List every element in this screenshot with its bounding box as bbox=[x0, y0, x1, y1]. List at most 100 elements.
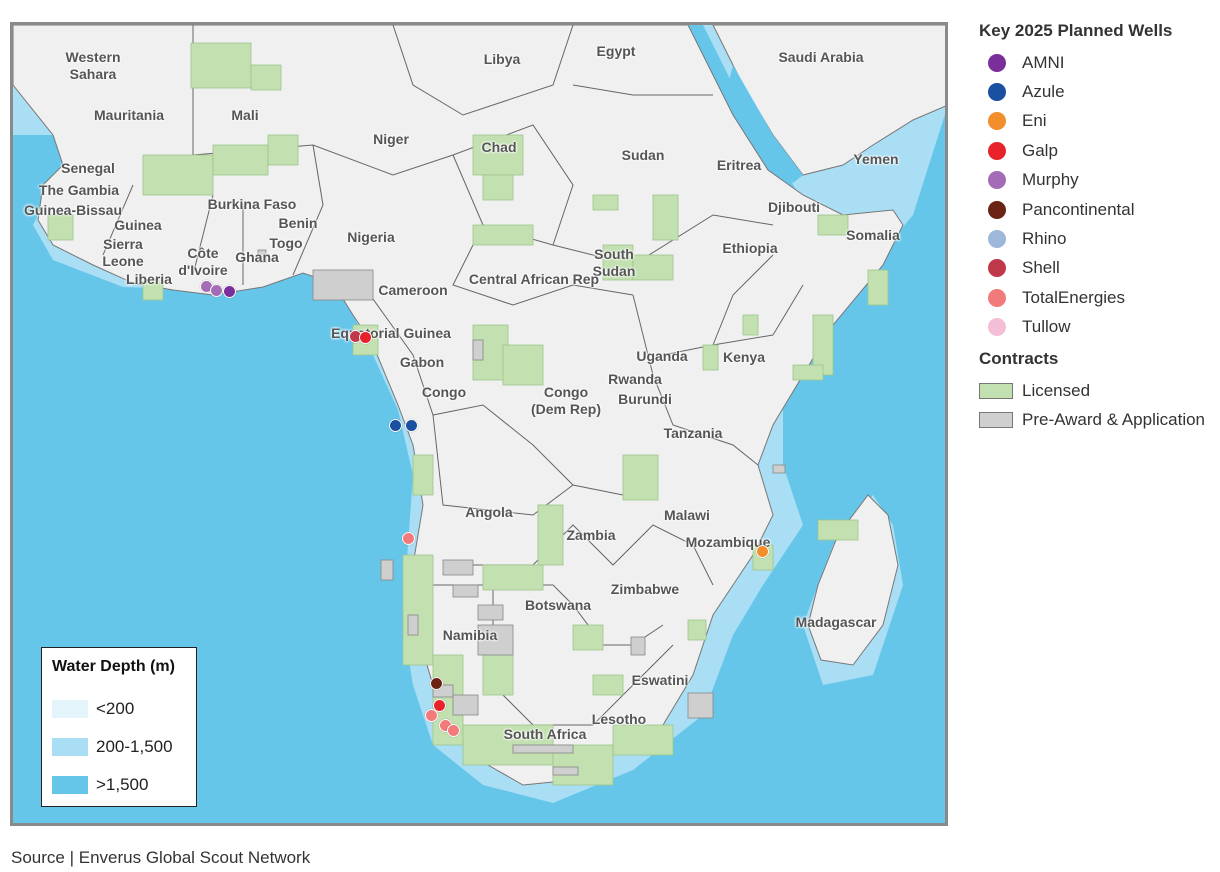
country-label-central-african-rep: Central African Rep bbox=[468, 271, 600, 287]
legend-dot-icon bbox=[988, 112, 1006, 131]
depth-swatch bbox=[52, 700, 88, 718]
country-label-saudi-arabia: Saudi Arabia bbox=[778, 49, 864, 65]
wells-legend-label: AMNI bbox=[1022, 52, 1065, 72]
map: Western Sahara Mauritania Mali Libya Egypt Sa… bbox=[10, 22, 948, 826]
well-marker-totalenergies bbox=[402, 532, 415, 545]
country-label-chad: Chad bbox=[481, 139, 517, 155]
country-label-guinea-bissau: Guinea-Bissau bbox=[23, 202, 123, 218]
map-canvas bbox=[13, 25, 945, 803]
depth-swatch bbox=[52, 776, 88, 794]
country-label-tanzania: Tanzania bbox=[663, 425, 723, 441]
country-label-lesotho: Lesotho bbox=[591, 711, 647, 727]
country-label-burundi: Burundi bbox=[618, 391, 672, 407]
wells-legend-label: TotalEnergies bbox=[1022, 287, 1126, 307]
well-marker-murphy bbox=[210, 284, 223, 297]
pre-award-blocks bbox=[257, 249, 786, 776]
contracts-legend-item: Licensed bbox=[979, 376, 1219, 405]
wells-legend-items: AMNI Azule Eni Galp Murphy Pancontinental Rhin… bbox=[979, 48, 1219, 342]
legend-dot-icon bbox=[988, 230, 1006, 249]
country-label-angola: Angola bbox=[465, 504, 513, 520]
country-label-sudan: Sudan bbox=[621, 147, 665, 163]
depth-swatch bbox=[52, 738, 88, 756]
country-label-sierra-leone: Sierra Leone bbox=[102, 236, 144, 269]
country-label-mozambique: Mozambique bbox=[685, 534, 771, 550]
country-label-cameroon: Cameroon bbox=[378, 282, 448, 298]
wells-legend-item: Murphy bbox=[979, 166, 1219, 195]
country-label-south-sudan: South Sudan bbox=[592, 246, 636, 279]
wells-legend-item: Rhino bbox=[979, 224, 1219, 253]
country-label-burkina-faso: Burkina Faso bbox=[207, 196, 297, 212]
country-label-rwanda: Rwanda bbox=[608, 371, 662, 387]
well-marker-eni bbox=[756, 545, 769, 558]
contracts-legend-items: Licensed Pre-Award & Application bbox=[979, 376, 1219, 435]
country-label-djibouti: Djibouti bbox=[767, 199, 821, 215]
country-label-cote-divoire: Côte d'Ivoire bbox=[178, 245, 228, 278]
depth-label: <200 bbox=[96, 699, 135, 718]
wells-legend-label: Shell bbox=[1022, 258, 1060, 278]
contracts-legend-label: Licensed bbox=[1022, 380, 1091, 400]
wells-legend-item: Pancontinental bbox=[979, 195, 1219, 224]
water-depth-legend-title: Water Depth (m) bbox=[52, 658, 175, 675]
country-label-zambia: Zambia bbox=[566, 527, 616, 543]
country-label-south-africa: South Africa bbox=[503, 726, 587, 742]
country-label-the-gambia: The Gambia bbox=[38, 182, 120, 198]
country-label-benin: Benin bbox=[278, 215, 318, 231]
legend-swatch-icon bbox=[979, 382, 1013, 399]
depth-label: 200-1,500 bbox=[96, 737, 173, 756]
country-label-somalia: Somalia bbox=[846, 227, 900, 243]
wells-legend-item: AMNI bbox=[979, 48, 1219, 77]
legend-dot-icon bbox=[988, 318, 1006, 337]
country-label-eswatini: Eswatini bbox=[631, 672, 689, 688]
legend-dot-icon bbox=[988, 200, 1006, 219]
well-marker-totalenergies bbox=[425, 709, 438, 722]
legend-dot-icon bbox=[988, 53, 1006, 72]
country-label-western-sahara: Western Sahara bbox=[65, 49, 121, 82]
wells-legend-title: Key 2025 Planned Wells bbox=[979, 21, 1173, 40]
country-label-mauritania: Mauritania bbox=[93, 107, 165, 123]
well-marker-galp bbox=[359, 331, 372, 344]
country-label-madagascar: Madagascar bbox=[795, 614, 877, 630]
country-label-kenya: Kenya bbox=[722, 349, 766, 365]
wells-legend-label: Rhino bbox=[1022, 229, 1067, 249]
depth-row-mid: 200-1,500 bbox=[52, 728, 186, 766]
well-marker-amni bbox=[223, 285, 236, 298]
depth-label: >1,500 bbox=[96, 775, 149, 794]
madagascar-island bbox=[807, 494, 899, 666]
wells-legend-item: Galp bbox=[979, 136, 1219, 165]
contracts-legend-label: Pre-Award & Application bbox=[1022, 409, 1206, 429]
legend-dot-icon bbox=[988, 141, 1006, 160]
country-label-nigeria: Nigeria bbox=[347, 229, 395, 245]
wells-legend-label: Pancontinental bbox=[1022, 199, 1135, 219]
country-label-libya: Libya bbox=[483, 51, 521, 67]
water-depth-legend: Water Depth (m) <200 200-1,500 >1,500 bbox=[41, 647, 197, 807]
wells-legend-label: Galp bbox=[1022, 140, 1058, 160]
wells-legend-item: Tullow bbox=[979, 313, 1219, 342]
country-label-egypt: Egypt bbox=[596, 43, 636, 59]
wells-legend-item: Eni bbox=[979, 107, 1219, 136]
red-sea bbox=[728, 65, 803, 183]
country-label-yemen: Yemen bbox=[853, 151, 899, 167]
country-label-botswana: Botswana bbox=[524, 597, 592, 613]
well-marker-pancontinental bbox=[430, 677, 443, 690]
country-label-zimbabwe: Zimbabwe bbox=[610, 581, 680, 597]
legend-dot-icon bbox=[988, 83, 1006, 102]
country-label-senegal: Senegal bbox=[61, 160, 115, 176]
contracts-legend-title: Contracts bbox=[979, 348, 1059, 368]
legend-dot-icon bbox=[988, 171, 1006, 190]
country-label-gabon: Gabon bbox=[399, 354, 445, 370]
well-marker-galp bbox=[433, 699, 446, 712]
depth-row-deep: >1,500 bbox=[52, 766, 186, 804]
wells-legend-label: Tullow bbox=[1022, 317, 1071, 337]
source-note: Source | Enverus Global Scout Network bbox=[11, 848, 311, 867]
country-label-congo-dem-rep: Congo (Dem Rep) bbox=[530, 384, 602, 417]
depth-row-shallow: <200 bbox=[52, 690, 186, 728]
well-marker-azule bbox=[389, 419, 402, 432]
country-label-guinea: Guinea bbox=[114, 217, 162, 233]
contracts-legend-item: Pre-Award & Application bbox=[979, 405, 1219, 434]
wells-legend-label: Azule bbox=[1022, 82, 1065, 102]
country-label-uganda: Uganda bbox=[636, 348, 688, 364]
wells-legend-item: TotalEnergies bbox=[979, 283, 1219, 312]
wells-legend-item: Shell bbox=[979, 254, 1219, 283]
country-label-congo: Congo bbox=[421, 384, 467, 400]
map-legend: Key 2025 Planned Wells AMNI Azule Eni Galp M… bbox=[979, 20, 1219, 435]
